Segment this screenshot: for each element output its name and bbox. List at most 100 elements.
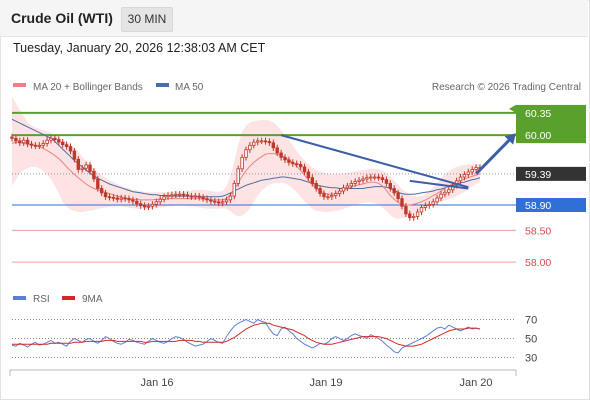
rsi-ma-legend-swatch: [62, 296, 75, 300]
candle-body: [318, 188, 322, 194]
candle-body: [84, 164, 88, 169]
candle-body: [267, 141, 272, 144]
candle-body: [216, 201, 221, 204]
candle-body: [92, 170, 96, 180]
candle-body: [154, 201, 158, 205]
candle-body: [123, 197, 127, 200]
rsi-tick-70: 70: [525, 315, 537, 327]
candle-body: [232, 182, 236, 197]
candle-body: [462, 174, 467, 178]
candle-body: [384, 179, 389, 184]
candle-body: [419, 207, 424, 213]
rsi-tick-30: 30: [525, 353, 537, 365]
rsi-9ma-line: [12, 322, 481, 347]
price-plot: 60.35 60.00 59.39 58.90 58.50 58.00: [10, 97, 586, 269]
x-axis-labels: Jan 16 Jan 19 Jan 20: [140, 377, 492, 389]
ma50-legend-swatch: [156, 83, 169, 87]
candle-body: [259, 140, 264, 143]
x-tick-label: Jan 20: [459, 377, 492, 389]
candle-body: [197, 195, 201, 198]
level-label-59.39: 59.39: [525, 169, 551, 181]
candle-body: [372, 176, 377, 179]
candle-body: [80, 167, 84, 170]
candle-body: [330, 195, 334, 198]
candle-body: [209, 199, 213, 202]
candle-body: [53, 137, 57, 140]
forecast-arrow-shaft: [475, 135, 515, 175]
candle-body: [326, 196, 330, 199]
candle-body: [205, 198, 209, 201]
candle-body: [294, 163, 299, 166]
candle-body: [263, 140, 268, 143]
candle-body: [68, 146, 73, 152]
candle-body: [29, 143, 34, 146]
rsi-legend-swatch: [13, 296, 26, 300]
candle-body: [439, 193, 443, 199]
trend-line: [280, 134, 469, 189]
candle-body: [458, 176, 463, 182]
ma20-legend-label: MA 20 + Bollinger Bands: [33, 82, 143, 93]
rsi-ma-legend-label: 9MA: [82, 294, 103, 305]
copyright: Research © 2026 Trading Central: [432, 82, 581, 93]
candle-body: [146, 205, 151, 208]
candle-body: [49, 137, 53, 141]
candle-body: [283, 156, 287, 161]
candle-body: [64, 144, 69, 147]
candle-body: [142, 205, 147, 208]
candle-body: [302, 166, 307, 173]
candle-body: [376, 176, 381, 179]
candle-body: [341, 187, 346, 192]
candle-body: [353, 181, 357, 184]
candle-body: [18, 140, 22, 144]
level-label-60.00: 60.00: [525, 130, 551, 142]
candle-body: [322, 193, 326, 198]
candle-body: [287, 159, 291, 163]
candle-body: [131, 199, 135, 202]
candle-body: [310, 177, 314, 184]
candle-body: [337, 190, 342, 194]
candle-body: [21, 139, 26, 144]
ma50-legend-label: MA 50: [175, 82, 204, 93]
candle-body: [388, 182, 392, 189]
resistance-label-pointer: [509, 104, 516, 113]
timeframe-button[interactable]: 30 MIN: [121, 7, 173, 32]
candle-body: [185, 194, 190, 197]
rsi-legend-label: RSI: [33, 294, 50, 305]
candle-body: [435, 197, 439, 203]
candle-body: [76, 158, 80, 170]
candle-body: [88, 164, 92, 172]
candle-body: [408, 213, 412, 219]
candle-body: [33, 144, 38, 147]
header-bar: Crude Oil (WTI) 30 MIN: [0, 0, 588, 37]
candle-body: [474, 167, 478, 170]
candle-body: [115, 197, 119, 200]
candle-body: [228, 195, 233, 201]
forecast-arrow-head: [504, 133, 516, 145]
candle-body: [177, 193, 182, 196]
candle-body: [369, 176, 373, 179]
candle-body: [220, 201, 225, 204]
candle-body: [466, 171, 470, 175]
candle-body: [400, 198, 404, 207]
candle-body: [298, 163, 303, 168]
candle-body: [427, 203, 431, 207]
candle-body: [107, 196, 112, 199]
candle-body: [333, 193, 338, 196]
candle-body: [193, 195, 197, 198]
candle-body: [138, 203, 143, 207]
x-tick-label: Jan 16: [140, 377, 173, 389]
candle-body: [189, 195, 194, 198]
candle-body: [275, 147, 279, 154]
level-label-58.00: 58.00: [525, 257, 551, 269]
candle-body: [443, 191, 447, 195]
instrument-title: Crude Oil (WTI): [11, 10, 113, 26]
candle-body: [357, 179, 361, 182]
candle-body: [119, 197, 123, 200]
candle-body: [431, 201, 435, 205]
candle-body: [314, 182, 318, 189]
candle-body: [14, 137, 18, 142]
candle-body: [213, 200, 217, 203]
candle-body: [345, 185, 350, 189]
candle-body: [291, 162, 295, 165]
